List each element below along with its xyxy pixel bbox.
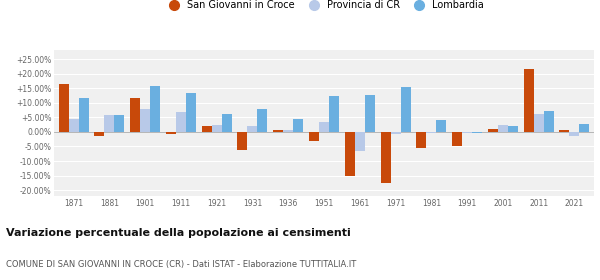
Bar [273,130,283,132]
Bar [345,132,355,176]
Bar [238,132,247,150]
Bar [283,130,293,132]
Bar [309,132,319,141]
Bar [508,126,518,132]
Bar [247,126,257,132]
Bar [436,120,446,132]
Bar [186,93,196,132]
Legend: San Giovanni in Croce, Provincia di CR, Lombardia: San Giovanni in Croce, Provincia di CR, … [164,0,484,10]
Bar [293,119,303,132]
Bar [104,115,115,132]
Bar [391,132,401,134]
Bar [416,132,426,148]
Bar [559,130,569,132]
Bar [166,132,176,134]
Bar [452,132,462,146]
Bar [498,125,508,132]
Bar [533,114,544,132]
Bar [115,115,124,132]
Bar [59,84,68,132]
Bar [212,125,222,132]
Text: COMUNE DI SAN GIOVANNI IN CROCE (CR) - Dati ISTAT - Elaborazione TUTTITALIA.IT: COMUNE DI SAN GIOVANNI IN CROCE (CR) - D… [6,260,356,269]
Bar [202,126,212,132]
Bar [94,132,104,136]
Bar [426,132,436,133]
Bar [401,87,410,132]
Bar [176,111,186,132]
Bar [569,132,580,136]
Bar [380,132,391,183]
Bar [488,129,498,132]
Bar [68,119,79,132]
Bar [140,109,150,132]
Bar [222,115,232,132]
Bar [580,124,589,132]
Bar [355,132,365,151]
Bar [79,99,89,132]
Bar [130,99,140,132]
Bar [150,86,160,132]
Bar [257,109,268,132]
Text: Variazione percentuale della popolazione ai censimenti: Variazione percentuale della popolazione… [6,228,351,238]
Bar [319,122,329,132]
Bar [365,95,375,132]
Bar [472,132,482,133]
Bar [524,69,533,132]
Bar [544,111,554,132]
Bar [329,95,339,132]
Bar [462,132,472,133]
